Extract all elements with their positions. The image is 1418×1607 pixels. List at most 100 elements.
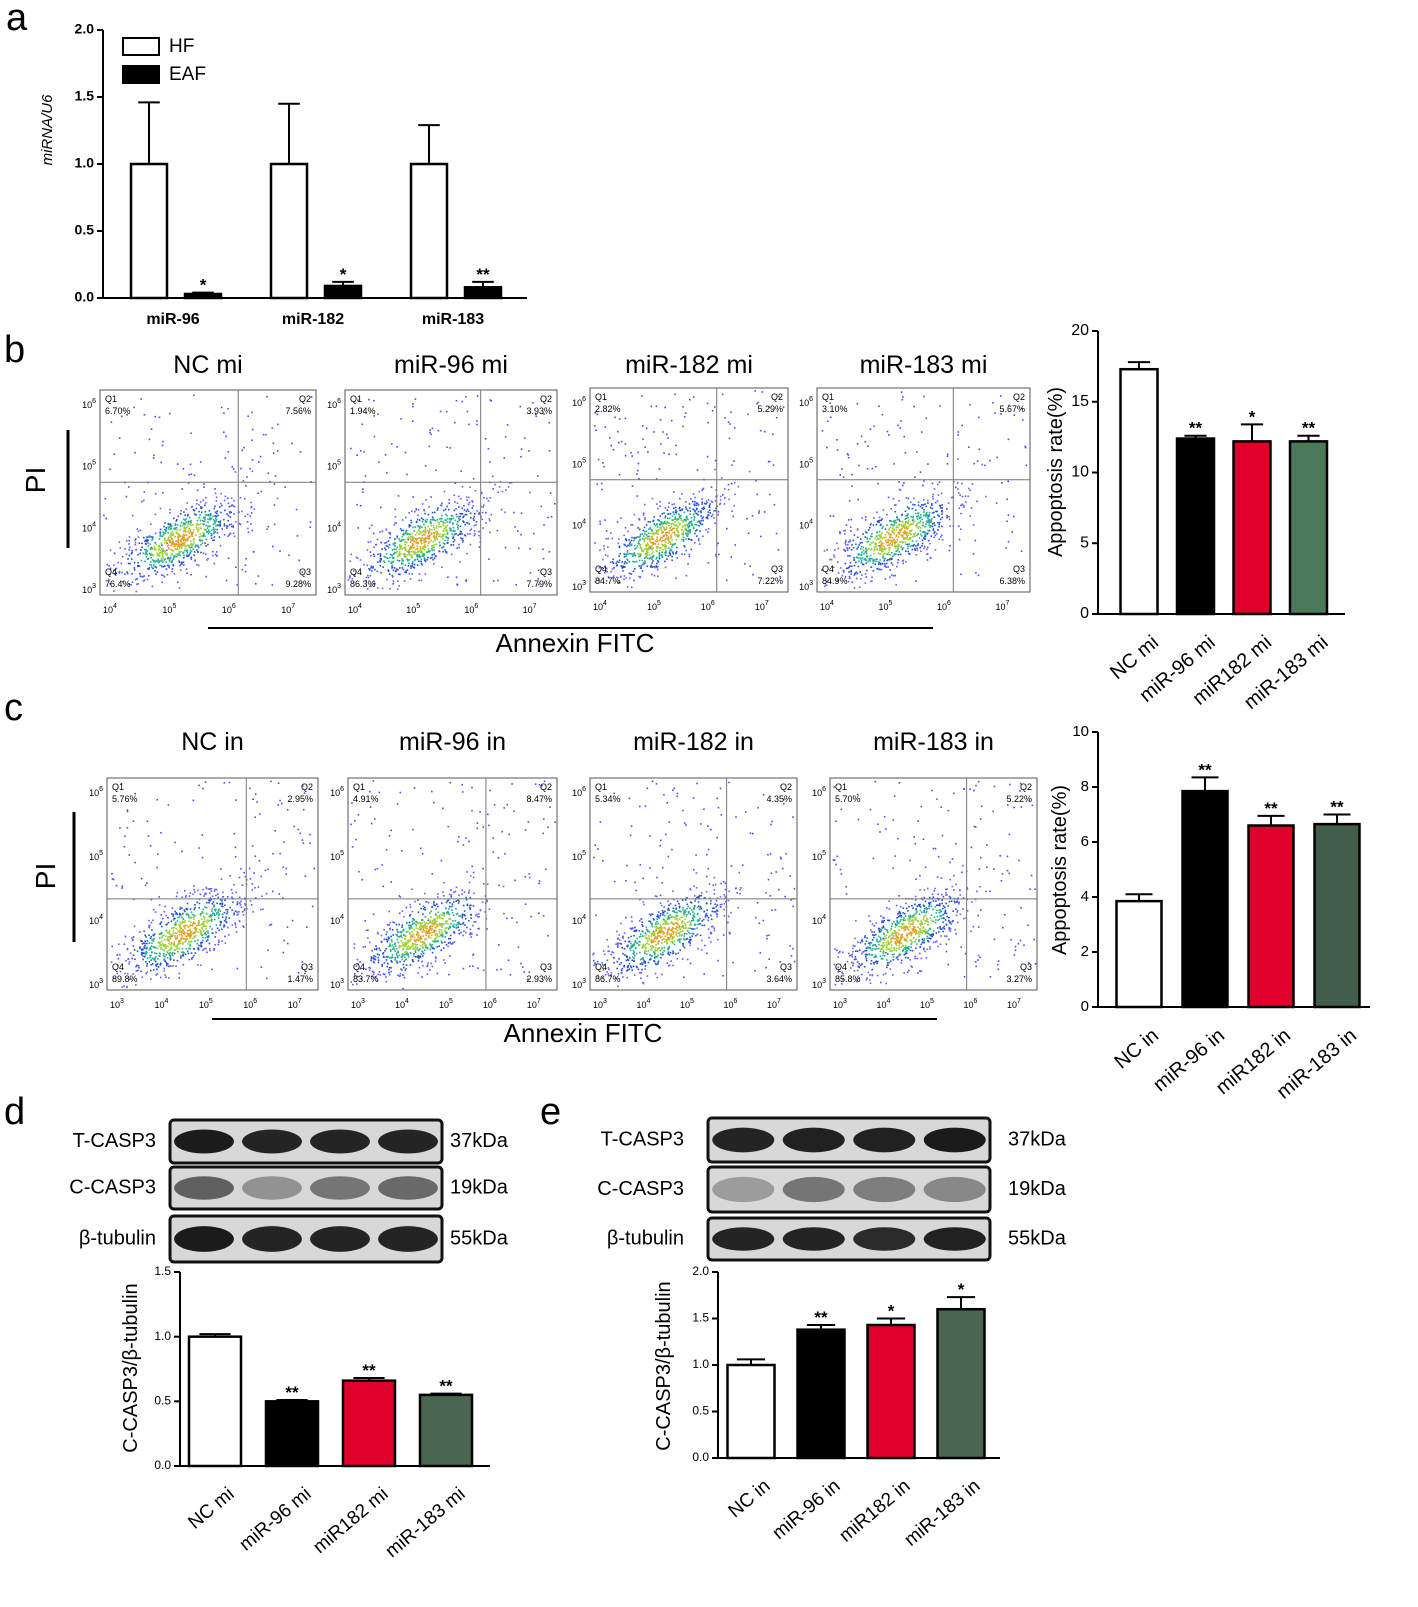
significance: * xyxy=(340,265,347,284)
dot xyxy=(190,524,193,527)
dot xyxy=(907,519,910,521)
dot xyxy=(644,530,646,533)
dot xyxy=(413,541,416,543)
dot xyxy=(392,582,394,585)
dot xyxy=(182,535,184,537)
dot xyxy=(672,519,674,521)
dot xyxy=(777,395,780,398)
dot xyxy=(406,558,408,560)
dot xyxy=(476,913,478,916)
dot xyxy=(702,516,705,519)
dot xyxy=(304,875,307,878)
dot xyxy=(883,559,886,562)
dot xyxy=(656,531,658,534)
dot xyxy=(626,586,629,588)
dot xyxy=(392,934,395,936)
dot xyxy=(184,927,187,930)
dot xyxy=(466,508,469,511)
dot xyxy=(676,529,678,531)
y-axis-label: Appoptosis rate(%) xyxy=(1045,387,1067,557)
dot xyxy=(658,557,661,560)
dot xyxy=(229,875,231,877)
dot xyxy=(839,532,841,534)
dot xyxy=(723,503,726,505)
dot xyxy=(725,579,728,582)
dot xyxy=(663,551,666,554)
dot xyxy=(199,514,201,516)
dot xyxy=(970,507,973,509)
tick-base: 10 xyxy=(89,916,99,926)
dot xyxy=(657,533,660,535)
dot xyxy=(157,561,160,564)
dot xyxy=(480,505,483,508)
dot xyxy=(185,894,187,897)
dot xyxy=(897,559,900,561)
dot xyxy=(668,517,671,520)
dot xyxy=(839,531,841,533)
dot xyxy=(271,545,274,548)
dot xyxy=(859,542,862,544)
dot xyxy=(169,557,172,559)
dot xyxy=(464,523,467,526)
dot xyxy=(427,535,429,537)
dot xyxy=(181,951,183,954)
dot xyxy=(480,491,483,494)
dot xyxy=(461,538,463,541)
dot xyxy=(150,547,152,550)
dot xyxy=(187,926,190,928)
dot xyxy=(487,500,490,502)
dot xyxy=(267,868,269,871)
dot xyxy=(160,557,163,560)
dot xyxy=(117,943,120,945)
dot xyxy=(223,919,226,922)
dot xyxy=(146,568,149,570)
dot xyxy=(168,539,171,541)
dot xyxy=(888,558,891,561)
dot xyxy=(881,548,884,551)
dot xyxy=(424,573,427,575)
dot xyxy=(417,550,419,552)
dot xyxy=(225,435,227,438)
dot xyxy=(393,567,396,569)
dot xyxy=(169,957,172,959)
dot xyxy=(165,947,167,950)
dot xyxy=(152,908,155,911)
dot xyxy=(272,442,275,445)
dot xyxy=(916,534,918,536)
dot xyxy=(227,519,229,522)
dot xyxy=(687,518,689,521)
dot xyxy=(372,970,374,973)
dot xyxy=(134,539,136,541)
dot xyxy=(179,908,181,910)
dot xyxy=(210,918,213,921)
dot xyxy=(245,907,248,910)
dot xyxy=(912,523,914,526)
dot xyxy=(599,523,602,525)
dot xyxy=(657,575,659,578)
dot xyxy=(172,540,174,542)
dot xyxy=(159,564,161,567)
dot xyxy=(694,510,697,512)
dot xyxy=(110,421,113,424)
dot xyxy=(167,916,169,919)
dot xyxy=(878,534,881,537)
dot xyxy=(548,449,551,452)
dot xyxy=(249,515,251,518)
dot xyxy=(194,922,196,925)
dot xyxy=(472,871,475,874)
dot xyxy=(599,520,601,523)
dot xyxy=(893,532,896,535)
dot xyxy=(902,395,904,398)
dot xyxy=(715,495,717,498)
dot xyxy=(850,530,852,532)
dot xyxy=(416,564,419,566)
dot xyxy=(933,536,935,539)
dot xyxy=(659,527,662,529)
dot xyxy=(863,558,866,561)
dot xyxy=(685,532,687,535)
dot xyxy=(463,509,466,511)
dot xyxy=(706,402,709,405)
y-tick-label: 10 xyxy=(1071,464,1089,481)
dot xyxy=(416,554,418,556)
dot xyxy=(200,930,202,932)
